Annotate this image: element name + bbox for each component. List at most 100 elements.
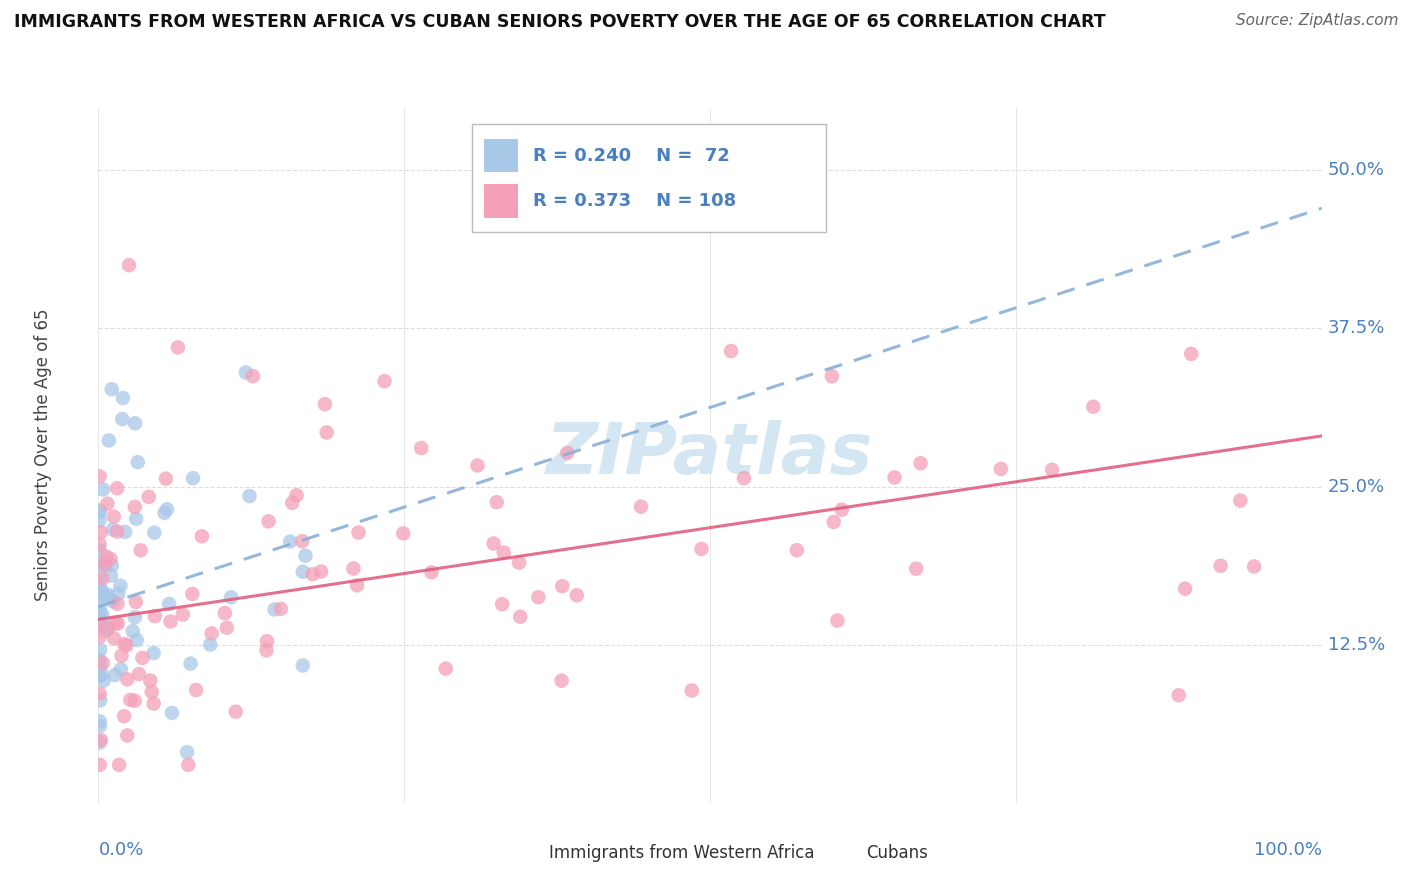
Point: [141, 684, 163, 698]
Point: [91, 607, 114, 622]
Point: [129, 543, 152, 558]
Point: [97, 622, 120, 636]
Point: [508, 556, 530, 570]
Point: [112, 709, 135, 723]
Point: [96, 590, 118, 604]
Point: [89, 513, 111, 527]
Point: [823, 515, 845, 529]
Text: R = 0.373    N = 108: R = 0.373 N = 108: [533, 192, 735, 210]
Point: [157, 597, 180, 611]
Point: [485, 495, 508, 509]
Point: [434, 662, 457, 676]
Point: [733, 471, 755, 485]
Point: [910, 456, 932, 470]
Point: [89, 642, 111, 657]
FancyBboxPatch shape: [484, 139, 517, 172]
Point: [1243, 559, 1265, 574]
Point: [125, 512, 148, 526]
Point: [94, 549, 117, 564]
Point: [1083, 400, 1105, 414]
Point: [105, 524, 128, 539]
Point: [291, 534, 314, 549]
Text: ZIPatlas: ZIPatlas: [547, 420, 873, 490]
Point: [105, 481, 128, 495]
Point: [89, 757, 111, 772]
Point: [91, 656, 114, 670]
Point: [93, 673, 115, 688]
Point: [110, 648, 132, 663]
FancyBboxPatch shape: [515, 846, 541, 868]
Text: 100.0%: 100.0%: [1254, 841, 1322, 859]
Point: [89, 556, 111, 570]
Point: [392, 526, 415, 541]
Point: [89, 469, 111, 483]
Point: [491, 597, 513, 611]
Point: [235, 366, 257, 380]
Point: [89, 601, 111, 615]
Point: [225, 705, 247, 719]
Point: [281, 496, 304, 510]
Point: [100, 382, 122, 396]
Point: [550, 673, 572, 688]
Text: 12.5%: 12.5%: [1327, 636, 1385, 654]
Point: [167, 340, 190, 354]
Point: [104, 615, 127, 630]
Point: [278, 534, 301, 549]
Point: [565, 588, 588, 602]
Point: [121, 624, 143, 639]
Point: [256, 634, 278, 648]
Point: [89, 687, 111, 701]
Point: [103, 509, 125, 524]
Point: [91, 615, 114, 630]
FancyBboxPatch shape: [471, 124, 827, 232]
Text: IMMIGRANTS FROM WESTERN AFRICA VS CUBAN SENIORS POVERTY OVER THE AGE OF 65 CORRE: IMMIGRANTS FROM WESTERN AFRICA VS CUBAN …: [14, 13, 1105, 31]
Point: [314, 397, 336, 411]
Point: [107, 616, 129, 631]
Point: [786, 543, 808, 558]
Point: [89, 567, 111, 582]
Text: 0.0%: 0.0%: [98, 841, 143, 859]
Point: [143, 609, 166, 624]
Point: [114, 524, 136, 539]
Point: [111, 391, 134, 405]
Point: [89, 619, 111, 633]
Point: [181, 471, 204, 485]
Point: [160, 706, 183, 720]
Point: [124, 417, 146, 431]
Point: [131, 651, 153, 665]
Point: [180, 657, 202, 671]
Point: [124, 694, 146, 708]
Point: [89, 719, 111, 733]
Point: [215, 621, 238, 635]
Point: [89, 693, 111, 707]
Point: [128, 667, 150, 681]
Point: [138, 490, 160, 504]
Point: [91, 483, 114, 497]
Point: [990, 462, 1012, 476]
Point: [107, 587, 129, 601]
Point: [214, 606, 236, 620]
Point: [89, 543, 111, 558]
Text: Seniors Poverty Over the Age of 65: Seniors Poverty Over the Age of 65: [34, 309, 52, 601]
Point: [118, 258, 141, 272]
Point: [347, 525, 370, 540]
Point: [108, 757, 131, 772]
Point: [142, 646, 165, 660]
Point: [492, 545, 515, 559]
Point: [100, 568, 122, 582]
Point: [111, 412, 134, 426]
Point: [101, 523, 124, 537]
Point: [94, 558, 117, 572]
Point: [373, 374, 395, 388]
Point: [89, 583, 111, 598]
Point: [89, 613, 111, 627]
Point: [156, 502, 179, 516]
Point: [831, 502, 853, 516]
Point: [94, 624, 117, 638]
Point: [89, 587, 111, 601]
Point: [89, 586, 111, 600]
Point: [342, 561, 364, 575]
Point: [821, 369, 844, 384]
Point: [120, 693, 142, 707]
Point: [256, 643, 278, 657]
